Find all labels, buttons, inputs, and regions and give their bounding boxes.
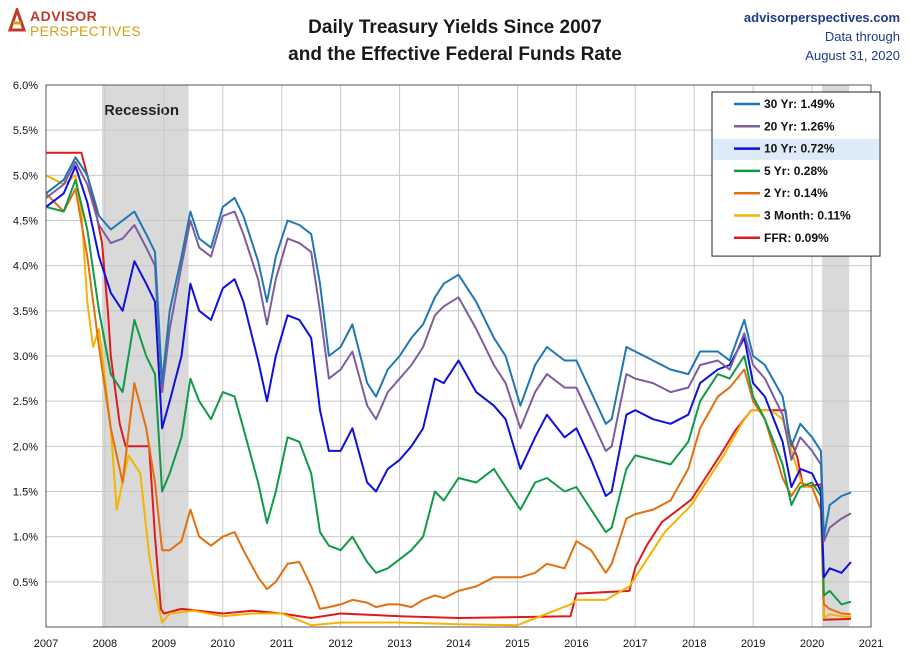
x-tick-label: 2013 xyxy=(387,638,411,650)
series-line xyxy=(45,156,852,538)
legend-highlight xyxy=(713,138,879,160)
data-through-label: Data through xyxy=(824,29,900,44)
series-line xyxy=(45,160,852,543)
x-tick-label: 2019 xyxy=(741,638,765,650)
y-tick-label: 5.0% xyxy=(13,170,38,182)
legend-item: 30 Yr: 1.49% xyxy=(764,97,835,111)
series-line xyxy=(45,187,852,616)
legend-item: 5 Yr: 0.28% xyxy=(764,164,828,178)
y-tick-label: 6.0% xyxy=(13,80,38,92)
x-tick-label: 2017 xyxy=(623,638,647,650)
legend-item: 20 Yr: 1.26% xyxy=(764,119,835,133)
x-tick-label: 2011 xyxy=(270,638,294,650)
y-tick-label: 1.0% xyxy=(13,532,38,544)
legend-item: 2 Yr: 0.14% xyxy=(764,186,828,200)
source-info: advisorperspectives.com Data through Aug… xyxy=(744,8,900,65)
series-lines xyxy=(45,151,852,627)
y-tick-label: 2.0% xyxy=(13,441,38,453)
y-tick-label: 4.5% xyxy=(13,216,38,228)
chart-title: Daily Treasury Yields Since 2007 and the… xyxy=(230,14,680,68)
data-through-date: August 31, 2020 xyxy=(805,48,900,63)
logo: ADVISOR PERSPECTIVES xyxy=(8,6,148,46)
x-tick-label: 2010 xyxy=(211,638,235,650)
x-tick-label: 2015 xyxy=(505,638,529,650)
x-tick-label: 2012 xyxy=(328,638,352,650)
x-tick-label: 2008 xyxy=(93,638,117,650)
y-tick-label: 3.5% xyxy=(13,306,38,318)
legend-item: 10 Yr: 0.72% xyxy=(764,142,835,156)
x-tick-label: 2020 xyxy=(800,638,824,650)
legend-box xyxy=(711,91,881,257)
legend-item: FFR: 0.09% xyxy=(764,231,829,245)
series-line xyxy=(45,178,852,606)
x-tick-label: 2021 xyxy=(859,638,883,650)
x-tick-label: 2016 xyxy=(564,638,588,650)
x-tick-label: 2007 xyxy=(34,638,58,650)
site-url[interactable]: advisorperspectives.com xyxy=(743,10,900,25)
chart-title-line2: and the Effective Federal Funds Rate xyxy=(288,44,622,65)
y-tick-label: 1.5% xyxy=(13,487,38,499)
x-tick-label: 2009 xyxy=(152,638,176,650)
logo-line1: ADVISOR xyxy=(30,8,98,24)
x-tick-label: 2018 xyxy=(682,638,706,650)
y-tick-label: 0.5% xyxy=(13,577,38,589)
legend: 30 Yr: 1.49% 20 Yr: 1.26% 10 Yr: 0.72% 5 Yr… xyxy=(711,91,881,257)
y-tick-label: 2.5% xyxy=(13,396,38,408)
plot-frame xyxy=(45,84,872,628)
y-tick-label: 5.5% xyxy=(13,125,38,137)
chart-title-line1: Daily Treasury Yields Since 2007 xyxy=(308,17,602,38)
y-tick-label: 4.0% xyxy=(13,261,38,273)
x-axis-ticks: 2007 2008 2009 2010 2011 2012 2013 2014 2015 2016… xyxy=(34,638,883,650)
recession-label: Recession xyxy=(104,102,179,119)
logo-line2: PERSPECTIVES xyxy=(30,23,141,39)
x-tick-label: 2014 xyxy=(446,638,470,650)
y-axis-ticks: 0.5% 1.0% 1.5% 2.0% 2.5% 3.0% 3.5% 4.0% 4.5% 5.0%… xyxy=(13,80,38,589)
logo-mark-icon xyxy=(8,8,26,32)
y-tick-label: 3.0% xyxy=(13,351,38,363)
legend-item: 3 Month: 0.11% xyxy=(764,209,851,223)
